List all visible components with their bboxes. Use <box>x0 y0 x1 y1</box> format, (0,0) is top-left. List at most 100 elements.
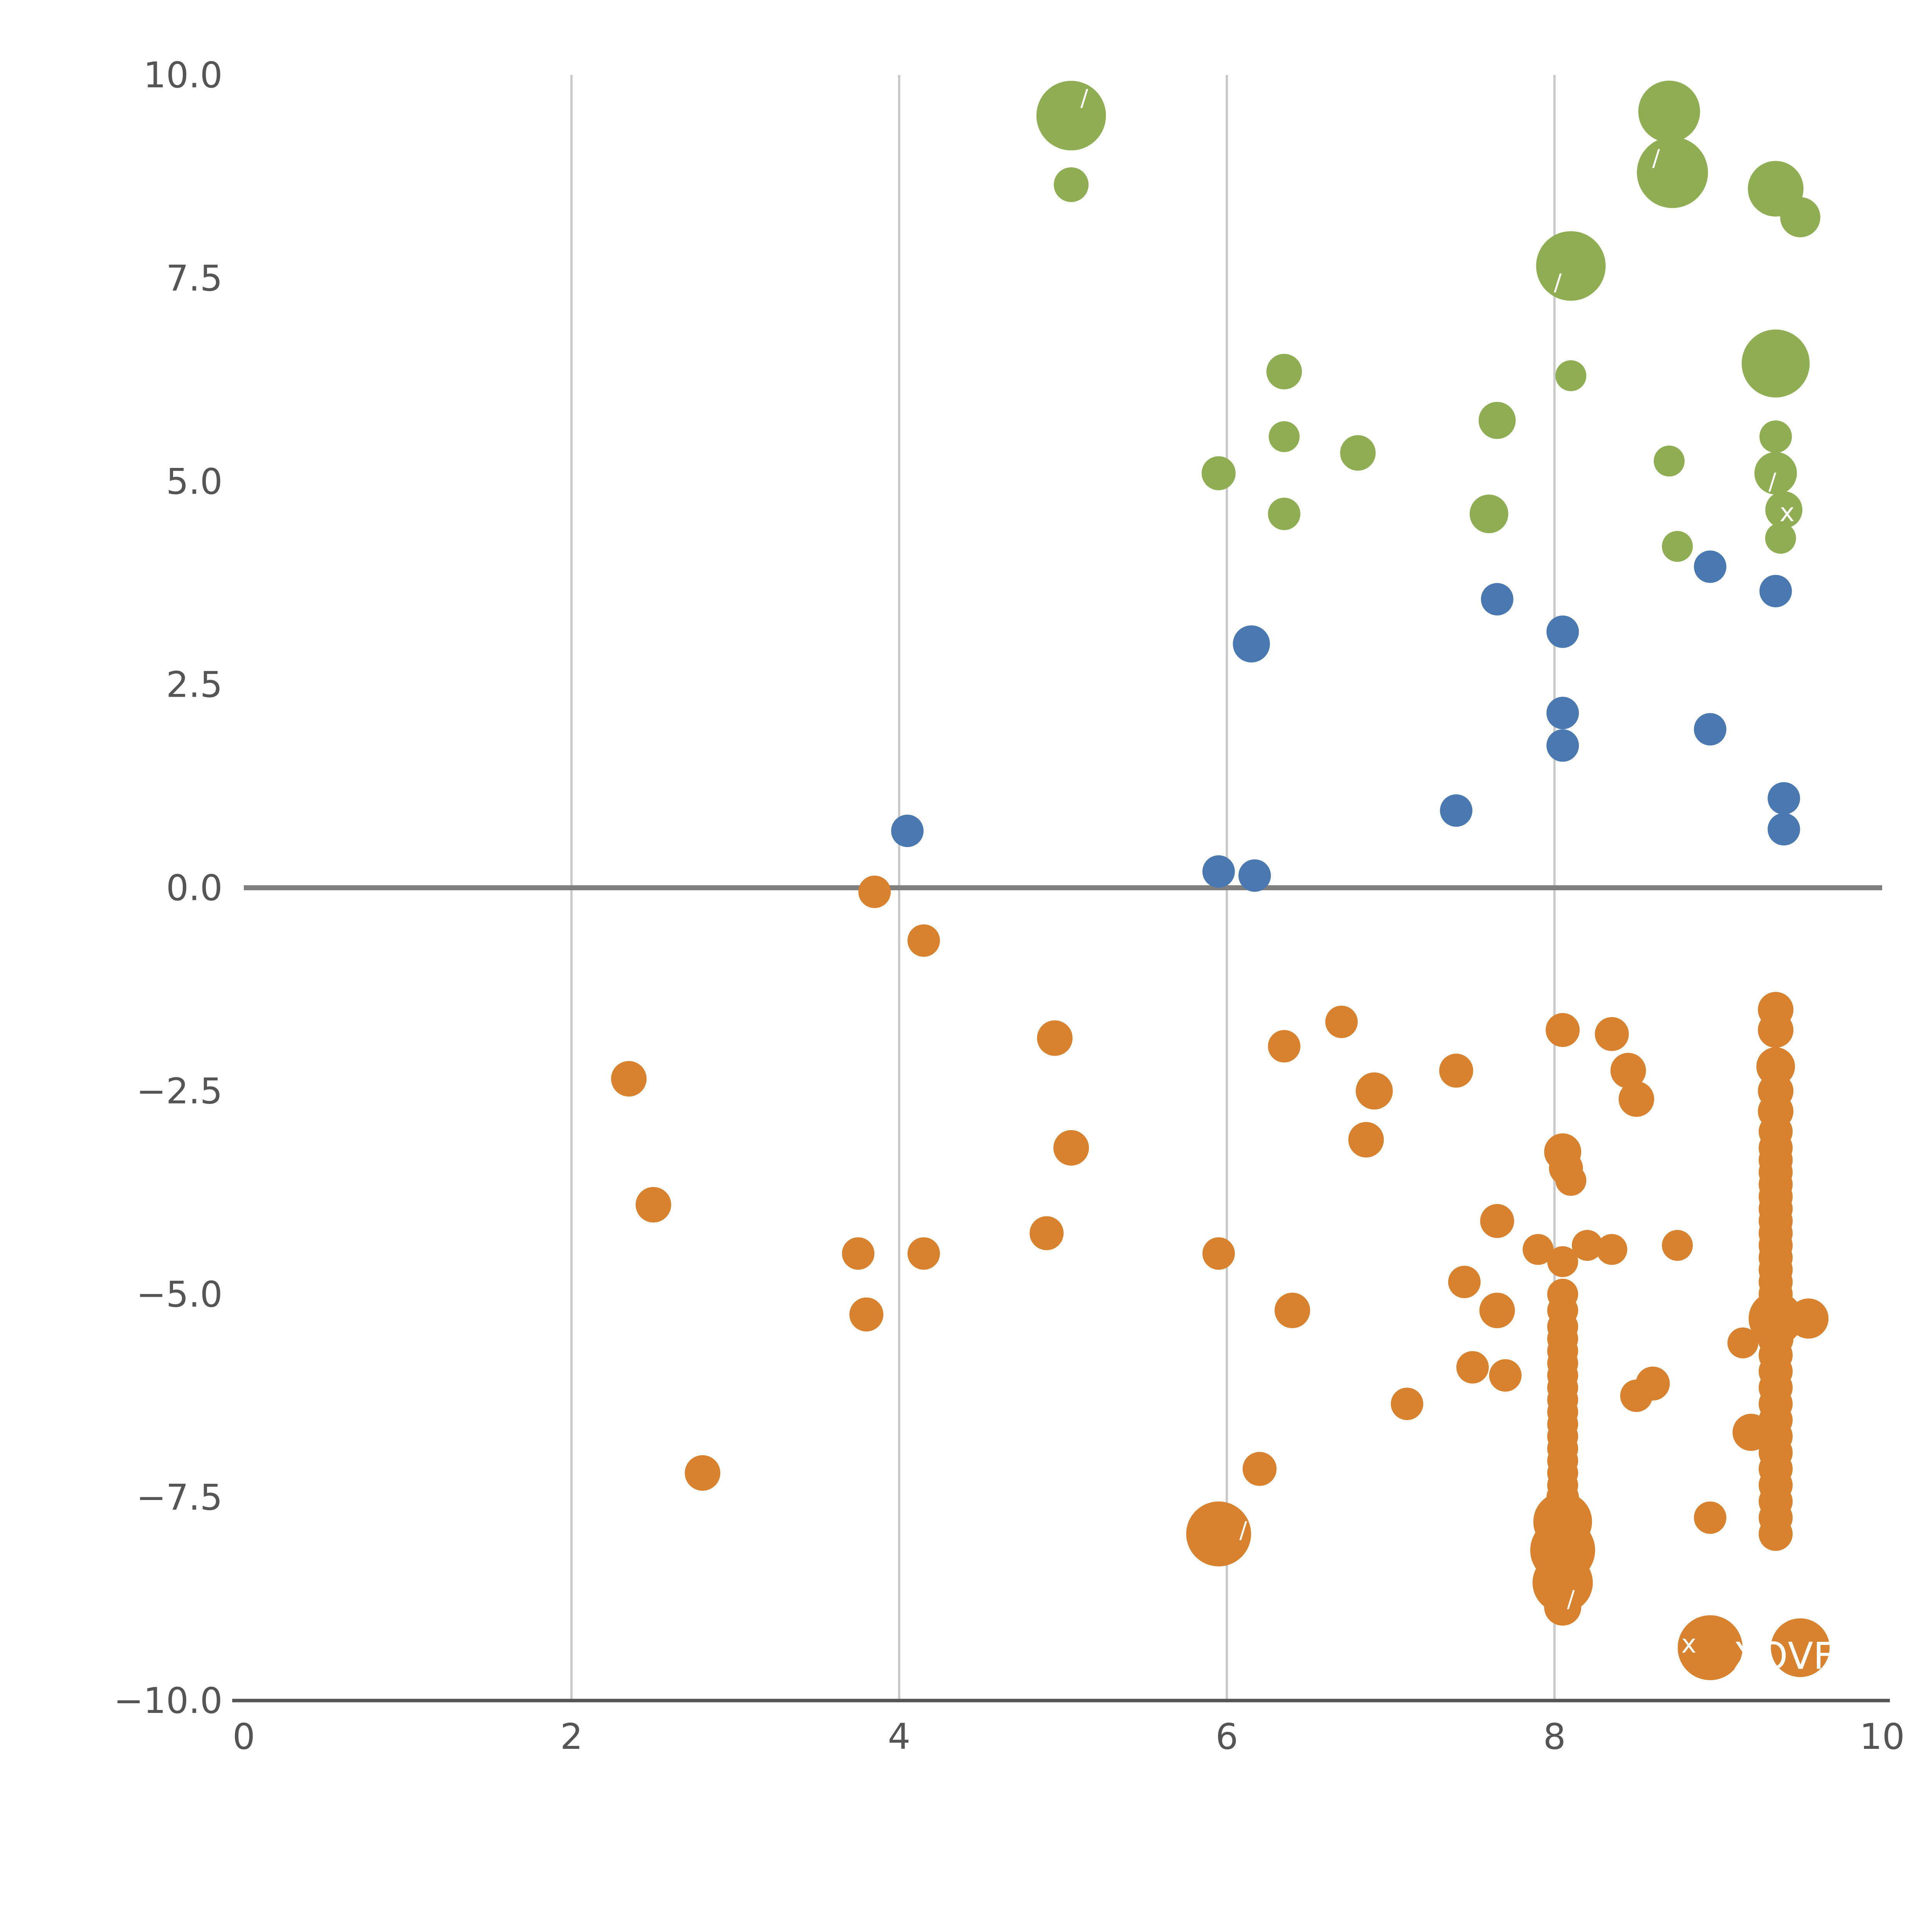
data-point-green <box>1637 137 1708 208</box>
y-tick-label: −2.5 <box>136 1070 223 1112</box>
data-point-orange <box>1186 1501 1251 1566</box>
data-point-orange <box>1274 1293 1310 1328</box>
data-point-orange <box>1348 1122 1384 1158</box>
series-blue <box>891 550 1800 892</box>
data-point-orange <box>1694 1501 1726 1534</box>
annotation-label: / <box>1239 1517 1247 1544</box>
data-point-orange <box>858 876 891 908</box>
annotation-label: / <box>1080 85 1088 112</box>
data-point-orange <box>1268 1030 1301 1063</box>
y-tick-label: −7.5 <box>136 1477 223 1518</box>
data-point-orange <box>1489 1359 1522 1392</box>
y-tick-label: −5.0 <box>136 1274 223 1315</box>
data-point-green <box>1754 452 1797 495</box>
data-point-orange <box>1571 1230 1603 1261</box>
data-point-orange <box>1595 1017 1629 1051</box>
data-point-orange <box>611 1061 647 1097</box>
series-orange <box>611 876 1830 1680</box>
data-point-orange <box>1610 1053 1646 1088</box>
data-point-orange <box>907 1237 940 1270</box>
annotation-label: / <box>1567 1586 1575 1613</box>
y-tick-label: 7.5 <box>166 258 223 299</box>
data-point-orange <box>1619 1081 1654 1117</box>
data-point-blue <box>1546 615 1579 648</box>
data-point-blue <box>1767 782 1800 815</box>
data-point-green <box>1765 522 1796 554</box>
data-point-blue <box>1546 697 1579 730</box>
data-point-orange <box>1771 1618 1830 1677</box>
data-point-orange <box>1448 1265 1481 1298</box>
data-point-green <box>1662 531 1693 562</box>
data-point-green <box>1469 494 1509 533</box>
data-point-orange <box>1202 1237 1235 1270</box>
data-point-blue <box>1694 713 1726 746</box>
data-point-blue <box>1202 855 1235 888</box>
data-point-green <box>1638 80 1700 143</box>
y-tick-label: 2.5 <box>166 664 223 706</box>
data-point-green <box>1340 435 1376 471</box>
annotation-label: XQVF <box>1733 1634 1834 1678</box>
data-point-orange <box>1456 1351 1489 1384</box>
data-point-orange <box>1555 1165 1587 1196</box>
data-point-orange <box>1662 1230 1693 1261</box>
annotation-label: / <box>1554 269 1562 296</box>
data-point-orange <box>1547 1246 1578 1277</box>
data-point-orange <box>1727 1327 1759 1359</box>
y-tick-label: 0.0 <box>166 867 223 909</box>
data-point-blue <box>1546 729 1579 762</box>
data-point-orange <box>1677 1615 1743 1680</box>
data-point-green <box>1478 401 1516 439</box>
series-green <box>1036 80 1820 562</box>
data-point-blue <box>1440 794 1473 827</box>
x-tick-label: 0 <box>233 1716 255 1757</box>
x-tick-label: 10 <box>1859 1716 1905 1757</box>
data-point-blue <box>1694 550 1726 583</box>
data-point-orange <box>1037 1020 1073 1056</box>
data-point-orange <box>1522 1234 1554 1265</box>
data-point-orange <box>1544 1588 1582 1626</box>
data-point-green <box>1201 456 1236 490</box>
data-point-orange <box>1391 1388 1423 1420</box>
data-point-green <box>1266 354 1302 389</box>
annotation-label: / <box>1769 468 1777 495</box>
y-tick-label: 5.0 <box>166 461 223 502</box>
data-point-orange <box>907 924 940 957</box>
data-point-orange <box>1758 1012 1794 1048</box>
data-point-orange <box>1759 1517 1793 1551</box>
data-point-orange <box>1480 1204 1514 1238</box>
data-point-blue <box>891 815 924 847</box>
x-tick-label: 2 <box>560 1716 583 1757</box>
y-tick-label: 10.0 <box>143 54 223 96</box>
annotation-label: / <box>1652 145 1660 172</box>
data-point-orange <box>1242 1452 1277 1486</box>
data-point-orange <box>849 1297 884 1332</box>
data-point-green <box>1780 197 1820 238</box>
annotation-label: x <box>1681 1629 1696 1659</box>
data-point-green <box>1653 446 1685 477</box>
data-point-orange <box>1029 1216 1064 1250</box>
data-point-orange <box>1596 1234 1628 1265</box>
data-point-orange <box>1546 1013 1580 1047</box>
data-point-blue <box>1233 625 1270 663</box>
annotation-label: x <box>1780 498 1795 527</box>
data-point-green <box>1536 231 1606 301</box>
data-point-orange <box>1355 1072 1393 1110</box>
data-point-blue <box>1481 583 1514 616</box>
data-point-orange <box>1439 1053 1473 1088</box>
data-point-orange <box>636 1187 671 1223</box>
data-point-blue <box>1767 813 1800 846</box>
data-point-green <box>1054 167 1089 202</box>
x-tick-label: 6 <box>1216 1716 1238 1757</box>
y-tick-label: −10.0 <box>114 1680 223 1721</box>
data-point-green <box>1036 81 1106 151</box>
data-point-orange <box>1325 1005 1358 1038</box>
data-point-green <box>1765 491 1803 529</box>
data-point-green <box>1555 360 1587 391</box>
x-tick-label: 4 <box>888 1716 911 1757</box>
data-point-blue <box>1238 859 1271 892</box>
data-point-green <box>1742 329 1810 398</box>
data-point-green <box>1269 421 1300 452</box>
data-point-orange <box>1620 1379 1653 1412</box>
